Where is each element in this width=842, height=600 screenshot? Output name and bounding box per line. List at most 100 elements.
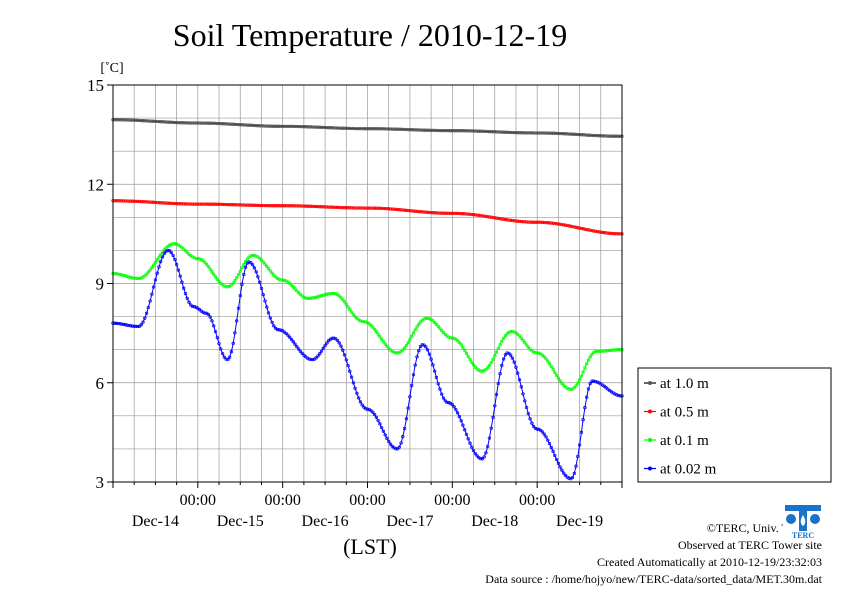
data-point [385, 436, 389, 440]
data-point [118, 322, 122, 326]
data-point [291, 204, 295, 208]
data-point [397, 127, 401, 131]
data-point [332, 126, 336, 130]
data-point [581, 227, 585, 231]
data-point [562, 383, 566, 387]
data-point [348, 206, 352, 210]
data-point [321, 346, 325, 350]
data-point [205, 202, 209, 206]
data-point [222, 355, 226, 359]
data-point [335, 205, 340, 210]
data-point [229, 203, 234, 207]
data-point [569, 132, 573, 136]
data-point [537, 131, 541, 135]
data-point [295, 289, 299, 293]
data-point [258, 256, 262, 261]
data-point [206, 264, 211, 269]
data-point [408, 337, 412, 342]
data-point [174, 201, 179, 206]
data-point [590, 133, 594, 138]
logo-text: TERC [792, 531, 814, 539]
data-point [136, 118, 140, 123]
data-point [268, 316, 272, 320]
data-point [452, 405, 456, 409]
data-point [339, 205, 343, 210]
data-point [132, 276, 136, 280]
data-point [120, 322, 124, 326]
data-point [394, 351, 398, 355]
data-point [174, 262, 179, 267]
x-date-label: Dec-19 [556, 513, 603, 530]
data-point [554, 457, 559, 462]
data-point [238, 294, 242, 298]
data-point [413, 328, 417, 332]
x-date-label: Dec-14 [132, 513, 179, 530]
data-point [210, 319, 214, 323]
data-point [134, 324, 138, 329]
data-source-text: Data source : /home/hojyo/new/TERC-data/… [485, 572, 822, 586]
data-point [344, 358, 348, 362]
data-point [553, 370, 557, 375]
data-point [517, 334, 522, 338]
data-point [226, 202, 230, 207]
data-point [427, 352, 432, 356]
data-point [425, 348, 430, 352]
data-point [478, 129, 483, 133]
data-point [362, 127, 366, 131]
data-point [173, 242, 177, 246]
data-point [599, 349, 603, 353]
data-point [411, 373, 416, 377]
data-point [311, 296, 315, 300]
data-point [455, 129, 460, 133]
data-point [461, 423, 465, 427]
data-point [523, 341, 527, 345]
data-point [383, 206, 387, 211]
data-point [486, 444, 490, 449]
data-point [289, 337, 294, 342]
data-point [249, 203, 253, 207]
data-point [496, 346, 500, 351]
data-point [157, 119, 161, 124]
data-point [595, 229, 599, 234]
data-point [505, 130, 509, 134]
data-point [288, 335, 292, 339]
data-point [450, 129, 454, 133]
data-point [296, 291, 301, 295]
data-point [330, 205, 334, 209]
data-point [176, 120, 181, 125]
data-point [309, 125, 313, 129]
data-point [607, 348, 612, 353]
data-point [546, 131, 550, 135]
data-point [493, 130, 497, 134]
data-point [123, 118, 128, 122]
legend-marker [648, 409, 652, 414]
data-point [509, 218, 513, 222]
data-point [233, 331, 237, 335]
data-point [286, 204, 290, 208]
data-point [512, 360, 516, 364]
data-point [129, 118, 133, 122]
data-point [457, 415, 462, 419]
data-point [577, 132, 582, 137]
data-point [275, 204, 280, 208]
data-point [447, 211, 451, 215]
data-point [574, 384, 578, 388]
data-point [406, 208, 410, 213]
data-point [319, 205, 324, 209]
data-point [424, 210, 428, 214]
data-point [240, 266, 244, 270]
data-point [190, 304, 195, 309]
data-point [151, 285, 156, 289]
data-point [266, 203, 271, 208]
data-point [288, 124, 292, 129]
data-point [450, 403, 454, 407]
data-point [372, 127, 377, 131]
data-point [445, 400, 449, 405]
data-point [586, 228, 591, 232]
data-point [556, 376, 561, 380]
data-point [316, 204, 320, 209]
data-point [371, 410, 375, 414]
data-point [441, 211, 446, 215]
data-point [268, 269, 272, 273]
data-point [123, 323, 128, 327]
